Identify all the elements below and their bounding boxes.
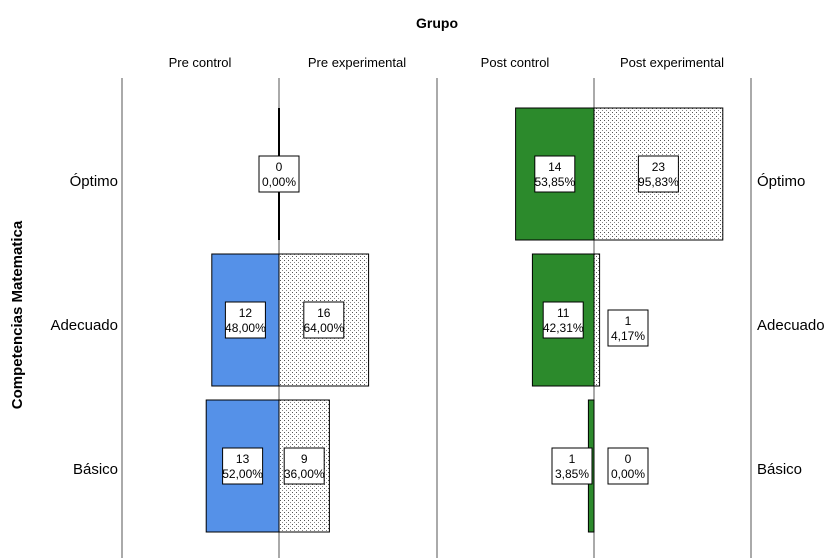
panel-2-label-left-basico-count: 1 bbox=[569, 452, 576, 466]
category-label-left-basico: Básico bbox=[73, 461, 118, 478]
panel-2-label-left-optimo-percent: 53,85% bbox=[534, 175, 575, 189]
panel-1-bar-left-adecuado bbox=[211, 253, 280, 387]
category-label-right-optimo: Óptimo bbox=[757, 173, 805, 190]
panel-2-label-left-basico: 13,85% bbox=[551, 447, 593, 485]
panel-1-right-label: Pre experimental bbox=[308, 55, 406, 70]
panel-2-label-right-basico: 00,00% bbox=[607, 447, 649, 485]
panel-2-label-left-optimo-count: 14 bbox=[548, 160, 562, 174]
panel-1-label-left-basico-count: 13 bbox=[236, 452, 250, 466]
panel-1-label-left-optimo-percent: 0,00% bbox=[262, 175, 296, 189]
panel-1-label-left-adecuado-percent: 48,00% bbox=[225, 321, 266, 335]
panel-1-label-right-adecuado-percent: 64,00% bbox=[303, 321, 344, 335]
panel-2-left-label: Post control bbox=[481, 55, 550, 70]
panel-2-label-right-adecuado-count: 1 bbox=[625, 314, 632, 328]
panel-2-label-right-basico-percent: 0,00% bbox=[611, 467, 645, 481]
category-label-right-adecuado: Adecuado bbox=[757, 317, 825, 334]
panel-2-label-right-adecuado: 14,17% bbox=[607, 309, 649, 347]
panel-2-label-right-basico-count: 0 bbox=[625, 452, 632, 466]
panel-1-label-left-adecuado-count: 12 bbox=[239, 306, 253, 320]
panel-2-bar-right-adecuado bbox=[593, 253, 601, 387]
category-label-right-basico: Básico bbox=[757, 461, 802, 478]
panel-1-label-left-optimo-count: 0 bbox=[276, 160, 283, 174]
panel-1-label-left-optimo: 00,00% bbox=[258, 155, 300, 193]
panel-1-label-right-basico-percent: 36,00% bbox=[284, 467, 325, 481]
panel-2-label-right-optimo-count: 23 bbox=[652, 160, 666, 174]
panel-2-label-left-basico-percent: 3,85% bbox=[555, 467, 589, 481]
panel-2-right-label: Post experimental bbox=[620, 55, 724, 70]
category-label-left-adecuado: Adecuado bbox=[50, 317, 118, 334]
panel-1-left-label: Pre control bbox=[169, 55, 232, 70]
panel-2-label-right-adecuado-percent: 4,17% bbox=[611, 329, 645, 343]
panel-1-label-left-basico-percent: 52,00% bbox=[222, 467, 263, 481]
panel-2-label-left-adecuado-percent: 42,31% bbox=[543, 321, 584, 335]
panel-1-label-right-adecuado-count: 16 bbox=[317, 306, 331, 320]
panel-2-label-left-adecuado-count: 11 bbox=[557, 306, 570, 320]
panel-2-label-right-optimo-percent: 95,83% bbox=[638, 175, 679, 189]
chart-title: Grupo bbox=[416, 15, 458, 31]
panel-1-label-right-basico: 936,00% bbox=[283, 447, 325, 485]
y-axis-label: Competencias Matematica bbox=[9, 220, 26, 409]
panel-1-label-right-basico-count: 9 bbox=[301, 452, 308, 466]
category-label-left-optimo: Óptimo bbox=[70, 173, 118, 190]
